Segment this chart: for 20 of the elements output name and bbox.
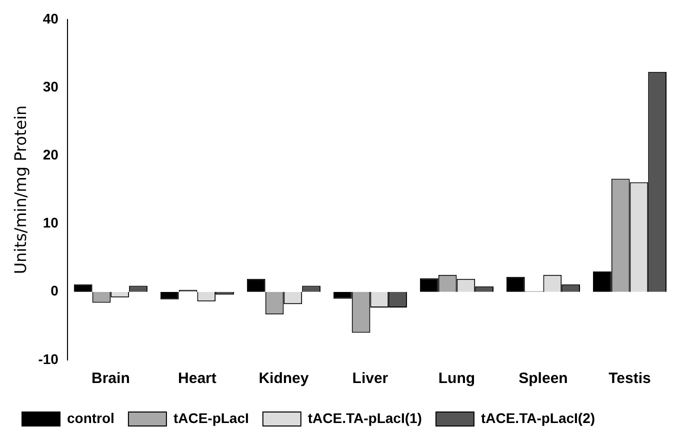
y-tick-label: 0 [50,282,59,299]
legend-label: tACE.TA-pLacI(1) [308,410,422,426]
y-axis-title: Units/min/mg Protein [10,105,30,274]
x-tick-label: Spleen [518,370,568,388]
x-tick-label: Testis [608,370,651,388]
legend-label: control [67,410,114,426]
bar [160,292,179,300]
x-tick-label: Heart [178,370,216,388]
y-tick-label: 10 [42,214,59,231]
x-tick-label: Lung [438,370,476,388]
x-tick-label: Brain [92,370,130,388]
y-tick-label: 20 [42,146,59,162]
legend-label: tACE-pLacI [173,410,249,426]
bar [74,284,92,292]
y-tick-label: 40 [42,10,59,26]
x-tick-label: Kidney [258,370,310,388]
x-tick-label: Liver [352,370,388,388]
legend-label: tACE.TA-pLacI(2) [480,410,596,426]
y-tick-label: -10 [38,350,59,367]
y-tick-label: 30 [42,78,59,94]
